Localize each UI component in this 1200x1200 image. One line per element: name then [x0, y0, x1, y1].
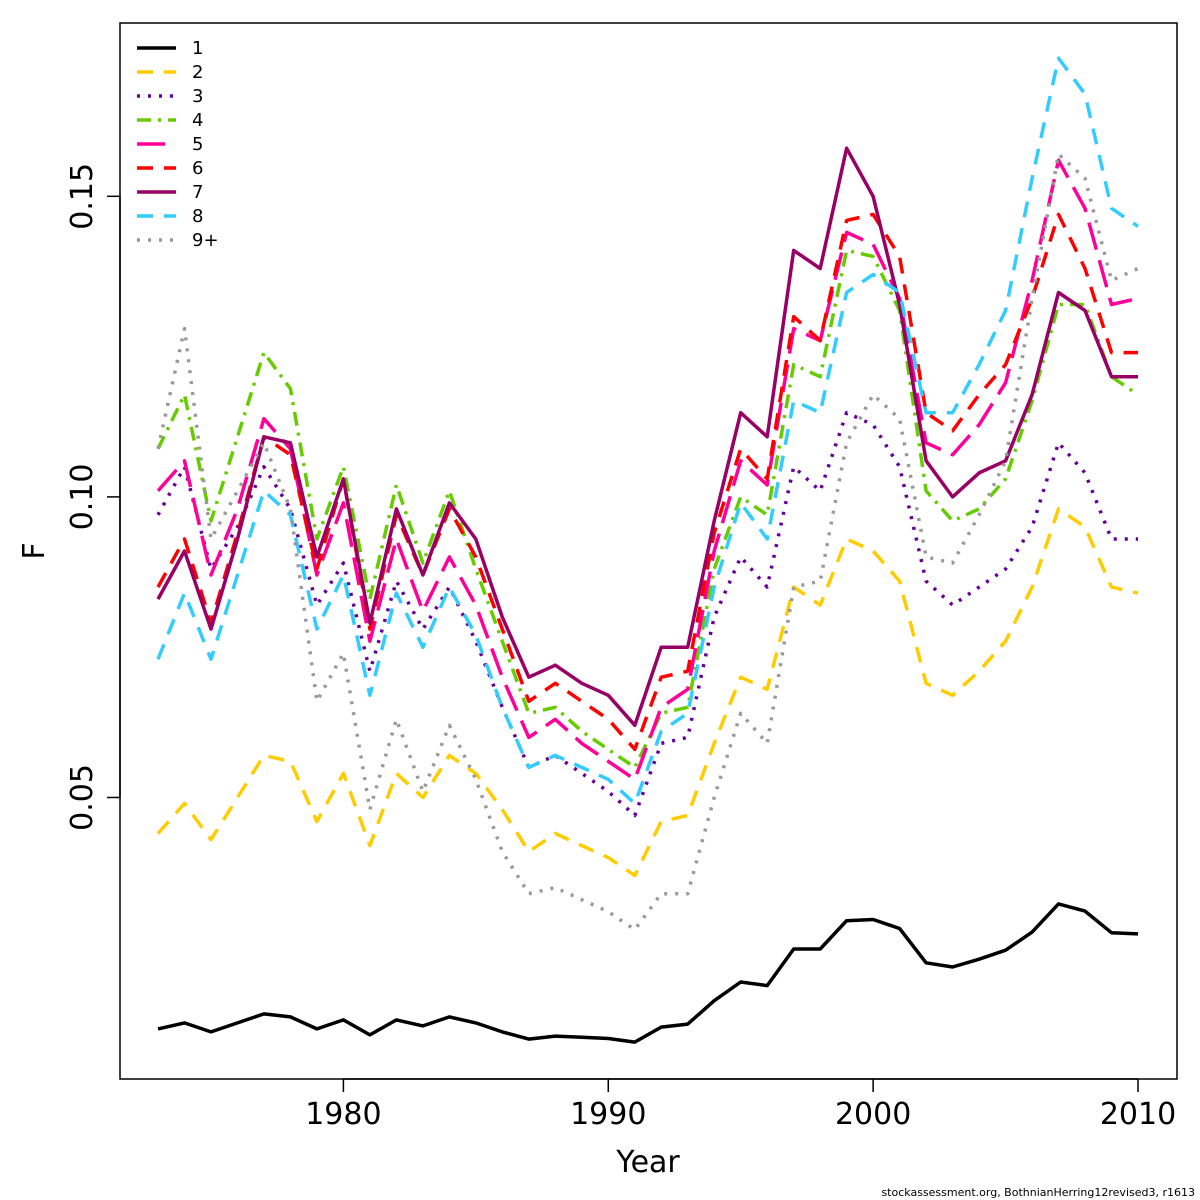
legend-label-1: 1	[192, 38, 203, 59]
y-tick-label: 0.05	[65, 764, 100, 831]
series-line-9plus	[156, 152, 1139, 932]
series-line-2	[156, 507, 1139, 878]
series-line-4	[156, 248, 1139, 770]
x-tick-label: 2000	[835, 1097, 911, 1132]
legend-label-5: 5	[192, 134, 203, 155]
legend: 1 2 3 4 5 6 7 8 9+	[137, 38, 219, 251]
y-tick-label: 0.10	[65, 464, 100, 531]
legend-label-2: 2	[192, 62, 203, 83]
x-tick-label: 2010	[1100, 1097, 1176, 1132]
y-axis: 0.05 0.10 0.15	[65, 163, 121, 831]
legend-label-9plus: 9+	[192, 230, 219, 251]
x-tick-label: 1980	[305, 1097, 381, 1132]
legend-label-3: 3	[192, 86, 203, 107]
series-line-1	[157, 902, 1139, 1044]
series-line-6	[156, 212, 1138, 752]
legend-label-7: 7	[192, 182, 203, 203]
series-line-8	[156, 56, 1139, 806]
y-axis-title: F	[17, 542, 52, 559]
legend-label-8: 8	[192, 206, 203, 227]
x-axis-title: Year	[615, 1145, 680, 1180]
credit-text: stockassessment.org, BothnianHerring12re…	[881, 1186, 1195, 1199]
legend-label-6: 6	[192, 158, 203, 179]
x-axis: 1980 1990 2000 2010	[305, 1078, 1176, 1132]
y-tick-label: 0.15	[65, 163, 100, 230]
legend-label-4: 4	[192, 110, 203, 131]
series-layer	[156, 56, 1139, 1044]
x-tick-label: 1990	[570, 1097, 646, 1132]
series-line-7	[156, 146, 1138, 728]
